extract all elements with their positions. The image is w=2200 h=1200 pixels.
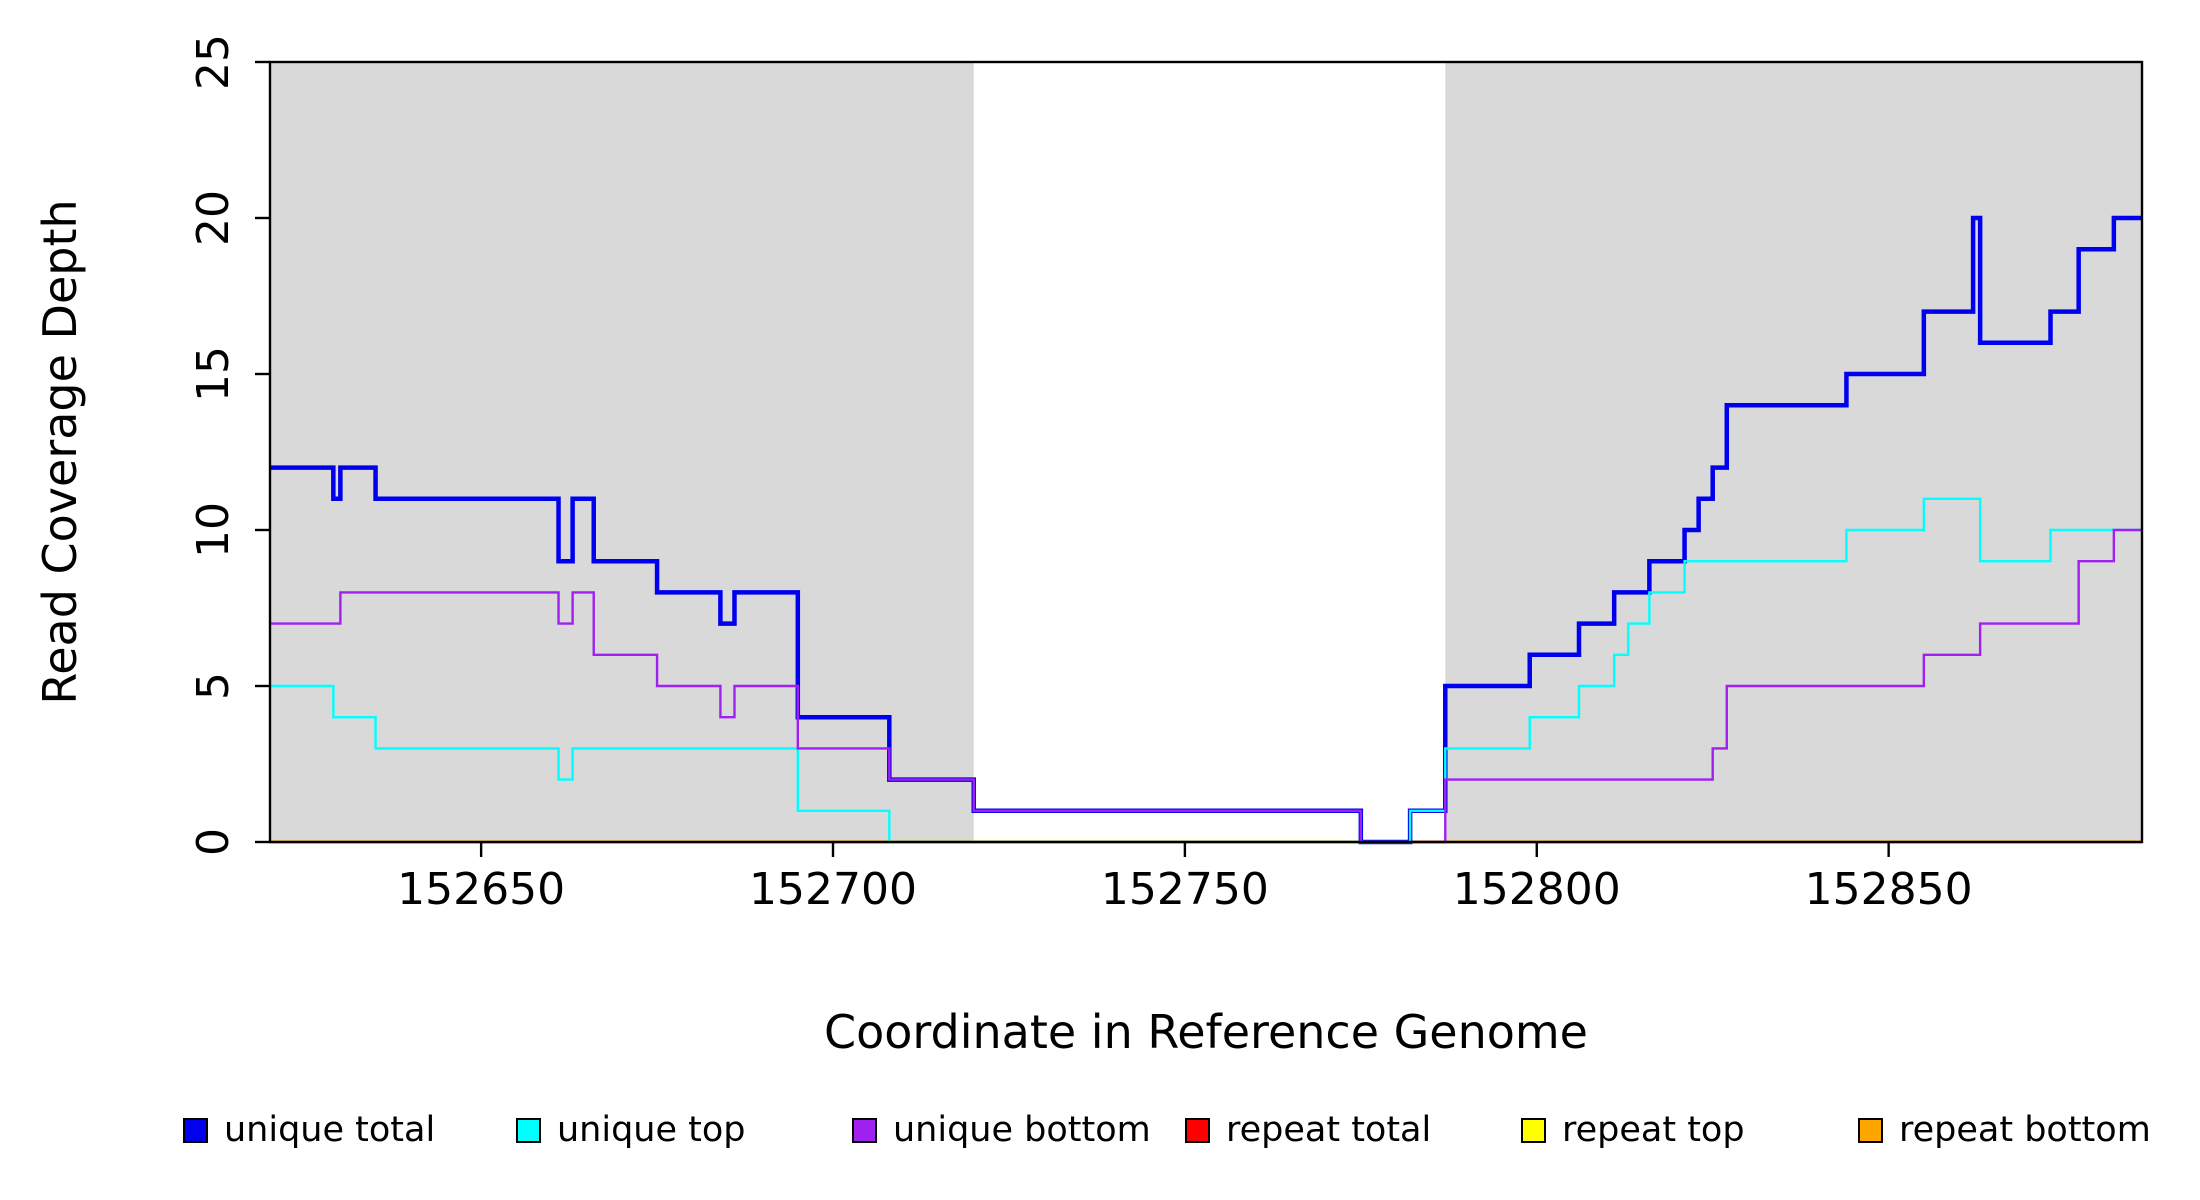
legend-swatch-unique-top-icon — [516, 1117, 541, 1143]
legend-item-repeat-total: repeat total — [1185, 1106, 1431, 1154]
legend-label: repeat top — [1562, 1110, 1745, 1150]
y-tick-label: 25 — [188, 34, 239, 90]
legend-label: repeat bottom — [1899, 1110, 2151, 1150]
y-tick-label: 0 — [188, 828, 239, 856]
legend-swatch-repeat-top-icon — [1521, 1117, 1546, 1143]
legend: unique total unique top unique bottom re… — [0, 1106, 2200, 1166]
x-tick-label: 152700 — [749, 864, 917, 915]
x-axis-title: Coordinate in Reference Genome — [824, 1005, 1588, 1059]
x-tick-label: 152750 — [1101, 864, 1269, 915]
legend-item-unique-bottom: unique bottom — [852, 1106, 1151, 1154]
legend-swatch-unique-bottom-icon — [852, 1117, 877, 1143]
legend-swatch-unique-total-icon — [183, 1117, 208, 1143]
y-tick-label: 5 — [188, 672, 239, 700]
x-tick-label: 152850 — [1805, 864, 1973, 915]
legend-label: repeat total — [1226, 1110, 1432, 1150]
legend-label: unique top — [557, 1110, 746, 1150]
shaded-region — [270, 62, 974, 842]
y-tick-label: 15 — [188, 346, 239, 402]
legend-swatch-repeat-total-icon — [1185, 1117, 1210, 1143]
legend-item-repeat-top: repeat top — [1521, 1106, 1745, 1154]
y-axis-title: Read Coverage Depth — [33, 199, 87, 705]
legend-swatch-repeat-bottom-icon — [1858, 1117, 1883, 1143]
coverage-plot-canvas: 152650 152700 152750 152800 152850 0 5 10 15 20 25 — [188, 34, 2144, 915]
legend-item-unique-top: unique top — [516, 1106, 746, 1154]
legend-label: unique total — [224, 1110, 436, 1150]
y-tick-label: 10 — [188, 502, 239, 558]
legend-item-repeat-bottom: repeat bottom — [1858, 1106, 2151, 1154]
series-unique-top — [270, 497, 2142, 844]
series-unique-total — [270, 215, 2142, 845]
shaded-region — [1445, 62, 2142, 842]
y-tick-label: 20 — [188, 190, 239, 246]
plot-border — [268, 60, 2144, 844]
x-tick-label: 152650 — [397, 864, 565, 915]
legend-item-unique-total: unique total — [183, 1106, 435, 1154]
x-tick-label: 152800 — [1453, 864, 1621, 915]
series-unique-bottom — [270, 528, 2142, 844]
legend-label: unique bottom — [893, 1110, 1151, 1150]
